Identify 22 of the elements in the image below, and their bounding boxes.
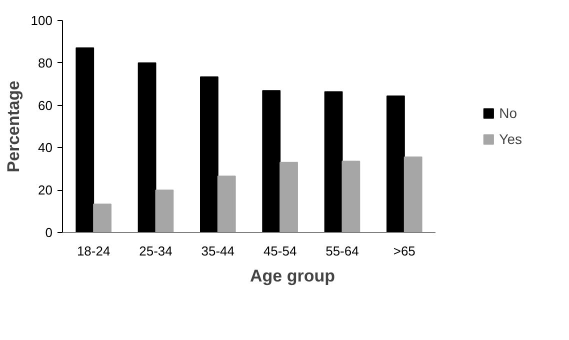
bar [217, 176, 236, 232]
y-tick-label: 100 [30, 13, 53, 28]
x-tick-label: 35-44 [201, 244, 235, 258]
x-tick-label: 18-24 [76, 244, 110, 258]
bar [404, 156, 422, 232]
y-tick-label: 20 [38, 182, 53, 198]
x-tick-label: 45-54 [263, 244, 297, 258]
bar [280, 162, 298, 232]
y-tick-label: 80 [38, 55, 53, 70]
x-axis-title: Age group [250, 266, 336, 286]
legend-label: Yes [499, 131, 522, 147]
bar [93, 204, 112, 232]
x-tick-label: 25-34 [139, 244, 172, 258]
y-tick-label: 60 [38, 98, 53, 113]
legend-label: No [499, 105, 518, 121]
y-axis-title: Percentage [4, 80, 23, 172]
y-tick-label: 40 [38, 140, 53, 156]
bar [342, 160, 360, 232]
bar [155, 190, 174, 232]
x-tick-label: 55-64 [326, 244, 359, 258]
x-tick-label: >65 [393, 244, 416, 258]
y-tick-label: 0 [45, 225, 53, 240]
